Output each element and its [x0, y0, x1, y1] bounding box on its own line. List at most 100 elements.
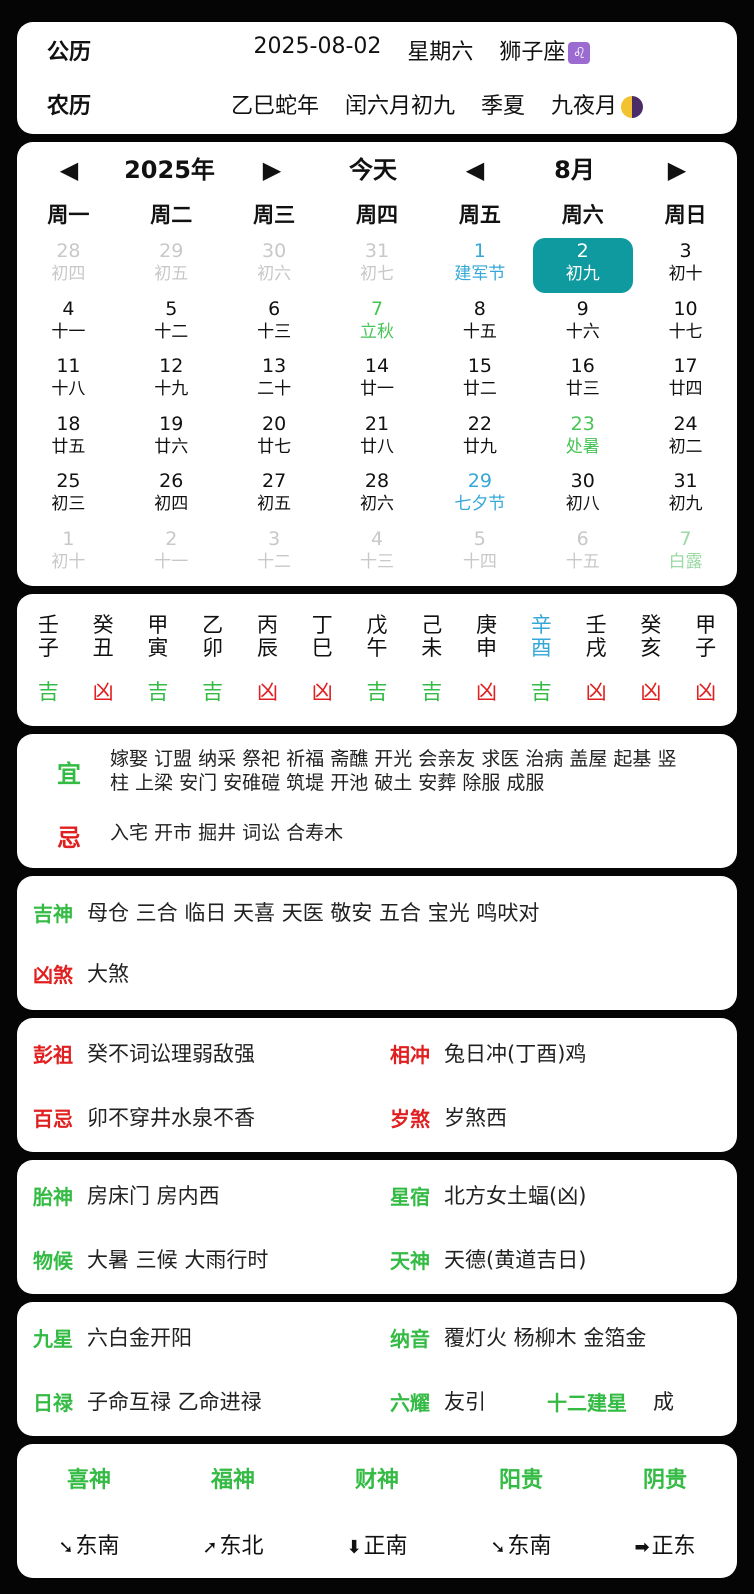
- heavenly-stem: 丙: [256, 613, 278, 637]
- hour-luck: 吉: [421, 680, 443, 704]
- season: 季夏: [481, 94, 526, 119]
- lunar-day: 初六: [257, 264, 292, 284]
- earthly-branch: 巳: [311, 636, 333, 660]
- direction-values: ➘东南 ➚东北 ⬇正南 ➘东南 ➡正东: [17, 1528, 737, 1560]
- calendar-day[interactable]: 1 建军节: [428, 238, 531, 296]
- day-number: 17: [673, 355, 698, 377]
- calendar-day[interactable]: 22 廿九: [428, 411, 531, 469]
- lunar-day: 十二: [257, 551, 292, 572]
- calendar-day[interactable]: 4 十一: [17, 296, 120, 354]
- weekday-label: 周四: [355, 203, 398, 227]
- calendar-day[interactable]: 23 处暑: [531, 411, 634, 469]
- calendar-day[interactable]: 5 十四: [428, 526, 531, 584]
- rilu-row: 日禄 子命互禄 乙命进禄: [33, 1386, 262, 1416]
- xingxiu-label: 星宿: [390, 1184, 430, 1209]
- calendar-day[interactable]: 9 十六: [531, 296, 634, 354]
- tianshen-row: 天神 天德(黄道吉日): [390, 1244, 586, 1274]
- hour-luck: 凶: [585, 680, 607, 704]
- calendar-day[interactable]: 6 十五: [531, 526, 634, 584]
- calendar-day[interactable]: 14 廿一: [326, 353, 429, 411]
- calendar-day[interactable]: 30 初六: [223, 238, 326, 296]
- calendar-day[interactable]: 29 初五: [120, 238, 223, 296]
- calendar-day[interactable]: 10 十七: [634, 296, 737, 354]
- taishen-card: 胎神 房床门 房内西 星宿 北方女土蝠(凶) 物候 大暑 三候 大雨行时 天神 …: [17, 1160, 737, 1294]
- lunar-day: 十一: [154, 551, 189, 572]
- baiji-label: 百忌: [33, 1106, 73, 1131]
- calendar-day[interactable]: 8 十五: [428, 296, 531, 354]
- arrow-northeast-icon: ➚: [202, 1537, 218, 1558]
- calendar-day[interactable]: 11 十八: [17, 353, 120, 411]
- heavenly-stem: 癸: [92, 613, 114, 637]
- next-year-button[interactable]: ▶: [262, 156, 282, 184]
- lunar-day: 初十: [51, 551, 86, 572]
- xiangchong-row: 相冲 兔日冲(丁酉)鸡: [390, 1038, 586, 1068]
- calendar-day[interactable]: 26 初四: [120, 468, 223, 526]
- calendar-card: ◀ 2025年 ▶ 今天 ◀ 8月 ▶ 周一 周二 周三 周四 周五 周六 周日…: [17, 142, 737, 586]
- calendar-day[interactable]: 2 十一: [120, 526, 223, 584]
- calendar-day[interactable]: 28 初四: [17, 238, 120, 296]
- day-number: 24: [673, 412, 698, 435]
- calendar-day[interactable]: 1 初十: [17, 526, 120, 584]
- prev-year-button[interactable]: ◀: [59, 156, 79, 184]
- calendar-day[interactable]: 31 初九: [634, 468, 737, 526]
- today-button[interactable]: 今天: [349, 156, 397, 184]
- calendar-day[interactable]: 17 廿四: [634, 353, 737, 411]
- jiuxing-text: 六白金开阳: [87, 1326, 192, 1350]
- direction-head: 阳贵: [498, 1468, 543, 1493]
- ganzhi-hour: 戊午: [350, 614, 405, 660]
- day-number: 28: [364, 470, 390, 492]
- calendar-day[interactable]: 24 初二: [634, 411, 737, 469]
- calendar-day[interactable]: 3 十二: [223, 526, 326, 584]
- lunar-day: 初五: [154, 264, 189, 284]
- calendar-day[interactable]: 3 初十: [634, 238, 737, 296]
- direction-text: 东南: [507, 1534, 552, 1559]
- taishen-row: 胎神 房床门 房内西: [33, 1180, 220, 1210]
- day-number: 7: [679, 527, 692, 550]
- direction-value: ➘东南: [449, 1528, 593, 1560]
- lunar-row: 农历 乙巳蛇年 闰六月初九 季夏 九夜月: [17, 84, 737, 124]
- calendar-day[interactable]: 27 初五: [223, 468, 326, 526]
- calendar-day[interactable]: 16 廿三: [531, 353, 634, 411]
- calendar-day[interactable]: 30 初八: [531, 468, 634, 526]
- year-selector[interactable]: 2025年: [124, 156, 215, 184]
- calendar-day[interactable]: 21 廿八: [326, 411, 429, 469]
- calendar-day[interactable]: 19 廿六: [120, 411, 223, 469]
- month-selector[interactable]: 8月: [554, 156, 595, 184]
- calendar-day[interactable]: 5 十二: [120, 296, 223, 354]
- day-number: 26: [159, 470, 184, 492]
- taishen-text: 房床门 房内西: [87, 1184, 220, 1208]
- next-month-button[interactable]: ▶: [667, 156, 687, 184]
- calendar-day[interactable]: 7 白露: [634, 526, 737, 584]
- prev-month-button[interactable]: ◀: [465, 156, 485, 184]
- calendar-day[interactable]: 4 十三: [326, 526, 429, 584]
- earthly-branch: 午: [366, 636, 388, 660]
- day-number: 29: [467, 470, 492, 492]
- weekday: 星期六: [407, 40, 474, 65]
- calendar-day[interactable]: 31 初七: [326, 238, 429, 296]
- lunar-day: 立秋: [359, 321, 394, 342]
- liuyao-row: 六耀 友引: [390, 1386, 486, 1416]
- day-number: 8: [473, 297, 486, 320]
- xingxiu-row: 星宿 北方女土蝠(凶): [390, 1180, 586, 1210]
- nayin-text: 覆灯火 杨柳木 金箔金: [444, 1326, 647, 1350]
- jishen-text: 母仓 三合 临日 天喜 天医 敬安 五合 宝光 鸣吠对: [87, 901, 540, 925]
- calendar-day[interactable]: 18 廿五: [17, 411, 120, 469]
- calendar-day[interactable]: 20 廿七: [223, 411, 326, 469]
- calendar-day[interactable]: 29 七夕节: [428, 468, 531, 526]
- ganzhi-hour: 丙辰: [240, 614, 295, 660]
- calendar-day[interactable]: 12 十九: [120, 353, 223, 411]
- calendar-day[interactable]: 15 廿二: [428, 353, 531, 411]
- lunar-day: 十七: [668, 321, 703, 342]
- ganzhi-hour: 甲子: [678, 614, 733, 660]
- calendar-day[interactable]: 28 初六: [326, 468, 429, 526]
- heavenly-stem: 甲: [695, 613, 717, 637]
- calendar-day[interactable]: 6 十三: [223, 296, 326, 354]
- heavenly-stem: 癸: [640, 613, 662, 637]
- calendar-day[interactable]: 2 初九: [531, 238, 634, 296]
- calendar-day[interactable]: 7 立秋: [326, 296, 429, 354]
- lunar-day: 廿八: [359, 436, 394, 457]
- earthly-branch: 戌: [585, 636, 607, 660]
- calendar-day[interactable]: 25 初三: [17, 468, 120, 526]
- calendar-day[interactable]: 13 二十: [223, 353, 326, 411]
- earthly-branch: 酉: [530, 636, 552, 660]
